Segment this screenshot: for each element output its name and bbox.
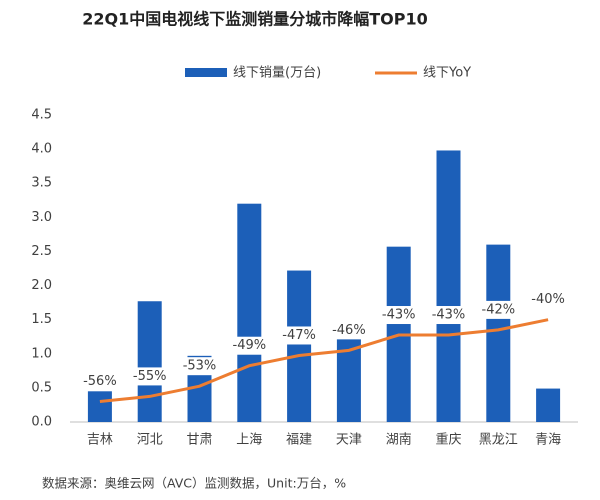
x-tick-label: 福建 — [286, 433, 312, 448]
data-label: -47% — [282, 328, 316, 343]
label-bg — [180, 357, 219, 376]
x-tick-label: 河北 — [137, 433, 163, 448]
data-label: -42% — [482, 302, 516, 317]
legend-label: 线下YoY — [423, 66, 471, 81]
legend-label: 线下销量(万台) — [233, 66, 321, 81]
data-label: -49% — [233, 338, 267, 353]
label-bg — [479, 300, 518, 319]
label-bg — [379, 306, 418, 325]
label-bg — [429, 306, 468, 325]
label-bg — [130, 367, 169, 386]
data-label: -43% — [382, 308, 416, 323]
x-tick-label: 吉林 — [87, 433, 113, 448]
x-tick-label: 甘肃 — [186, 433, 212, 448]
y-tick-label: 1.5 — [31, 312, 52, 327]
data-label: -46% — [332, 323, 366, 338]
line — [99, 318, 549, 404]
bar — [137, 301, 162, 422]
chart-title: 22Q1中国电视线下监测销量分城市降幅TOP10 — [82, 10, 428, 29]
label-bg — [80, 372, 119, 391]
x-tick-label: 重庆 — [435, 432, 461, 448]
x-tick-label: 黑龙江 — [479, 433, 518, 448]
bar — [436, 150, 461, 422]
label-bg — [230, 336, 269, 355]
bar — [237, 203, 262, 422]
bar — [536, 388, 561, 422]
x-tick-label: 天津 — [336, 433, 362, 448]
x-tick-label: 湖南 — [386, 432, 412, 448]
data-label: -40% — [531, 292, 565, 307]
bar — [287, 270, 312, 422]
label-bg — [280, 326, 319, 345]
y-tick-label: 4.0 — [31, 142, 52, 157]
source-note: 数据来源：奥维云网（AVC）监测数据，Unit:万台，% — [42, 476, 346, 491]
y-tick-label: 0.0 — [31, 415, 52, 430]
y-tick-label: 2.5 — [31, 244, 52, 259]
data-label: -53% — [183, 359, 217, 374]
y-tick-label: 3.5 — [31, 176, 52, 191]
y-tick-label: 3.0 — [31, 210, 52, 225]
data-label: -43% — [432, 308, 466, 323]
legend-swatch — [185, 68, 227, 77]
x-tick-label: 上海 — [236, 433, 262, 448]
y-tick-label: 2.0 — [31, 278, 52, 293]
x-tick-label: 青海 — [535, 433, 561, 448]
y-tick-label: 1.0 — [31, 346, 52, 361]
y-tick-label: 4.5 — [31, 108, 52, 123]
y-tick-label: 0.5 — [31, 380, 52, 395]
data-label: -56% — [83, 374, 117, 389]
bar — [87, 391, 112, 422]
data-label: -55% — [133, 369, 167, 384]
label-bg — [329, 321, 368, 340]
bar — [486, 244, 511, 422]
label-bg — [529, 290, 568, 309]
